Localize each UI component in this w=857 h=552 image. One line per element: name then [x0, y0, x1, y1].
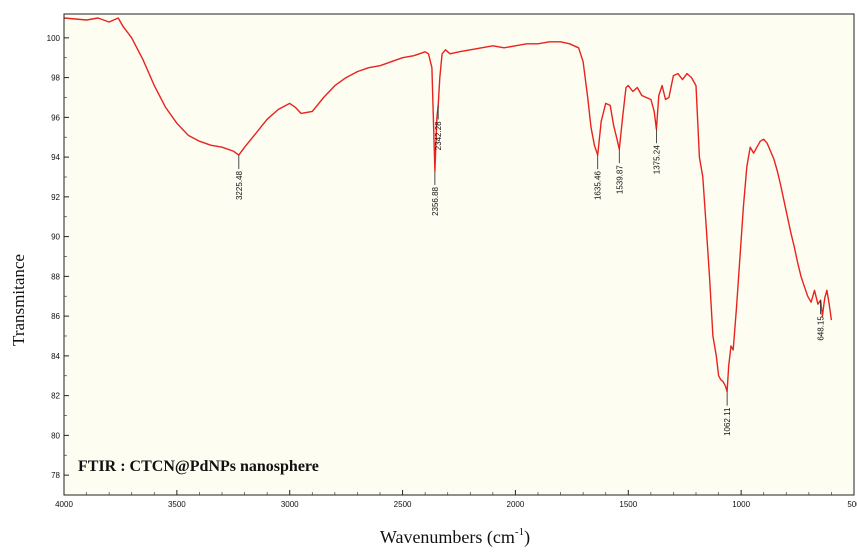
peak-label: 1539.87	[615, 165, 624, 194]
peak-label: 2342.28	[434, 121, 443, 150]
x-tick-label: 2500	[394, 500, 412, 509]
x-tick-label: 500	[847, 500, 857, 509]
y-tick-label: 100	[47, 34, 61, 43]
x-axis-title-main: Wavenumbers (cm	[380, 527, 515, 548]
peak-label: 1635.46	[594, 171, 603, 200]
y-tick-label: 82	[51, 392, 60, 401]
series-line	[63, 17, 833, 393]
y-axis-title: Transmitance	[9, 254, 28, 346]
peak-label: 1375.24	[652, 145, 661, 174]
x-axis-title: Wavenumbers (cm-1)	[380, 526, 530, 548]
y-tick-label: 86	[51, 312, 60, 321]
peak-label: 648.15	[817, 316, 826, 341]
x-tick-label: 4000	[55, 500, 73, 509]
peak-label: 3225.48	[235, 171, 244, 200]
x-tick-label: 3500	[168, 500, 186, 509]
x-tick-label: 3000	[281, 500, 299, 509]
x-tick-label: 1500	[619, 500, 637, 509]
y-tick-label: 90	[51, 233, 60, 242]
ticks-layer: 78 80 82 84 86 88 90 92 94 96 98 100 4000 3500 3000 250…	[47, 17, 857, 509]
x-tick-label: 2000	[507, 500, 525, 509]
chart-annotation: FTIR : CTCN@PdNPs nanosphere	[78, 458, 319, 475]
y-tick-label: 94	[51, 153, 60, 162]
plot-frame	[63, 13, 855, 496]
y-tick-label: 84	[51, 352, 60, 361]
y-tick-label: 78	[51, 471, 60, 480]
y-tick-label: 92	[51, 193, 60, 202]
y-tick-label: 96	[51, 113, 60, 122]
peak-label: 2356.88	[431, 186, 440, 215]
x-tick-label: 1000	[732, 500, 750, 509]
plot-area	[64, 14, 854, 495]
y-tick-label: 80	[51, 431, 60, 440]
x-axis-title-close: )	[524, 527, 530, 548]
x-axis-title-sup: -1	[515, 526, 524, 538]
peak-label: 1062.11	[723, 407, 732, 436]
y-tick-label: 98	[51, 74, 60, 83]
series-layer	[63, 17, 833, 393]
y-tick-label: 88	[51, 272, 60, 281]
peaks-layer: 3225.48 2356.88 2342.28 1635.46 1539.87 1375.…	[235, 105, 826, 436]
